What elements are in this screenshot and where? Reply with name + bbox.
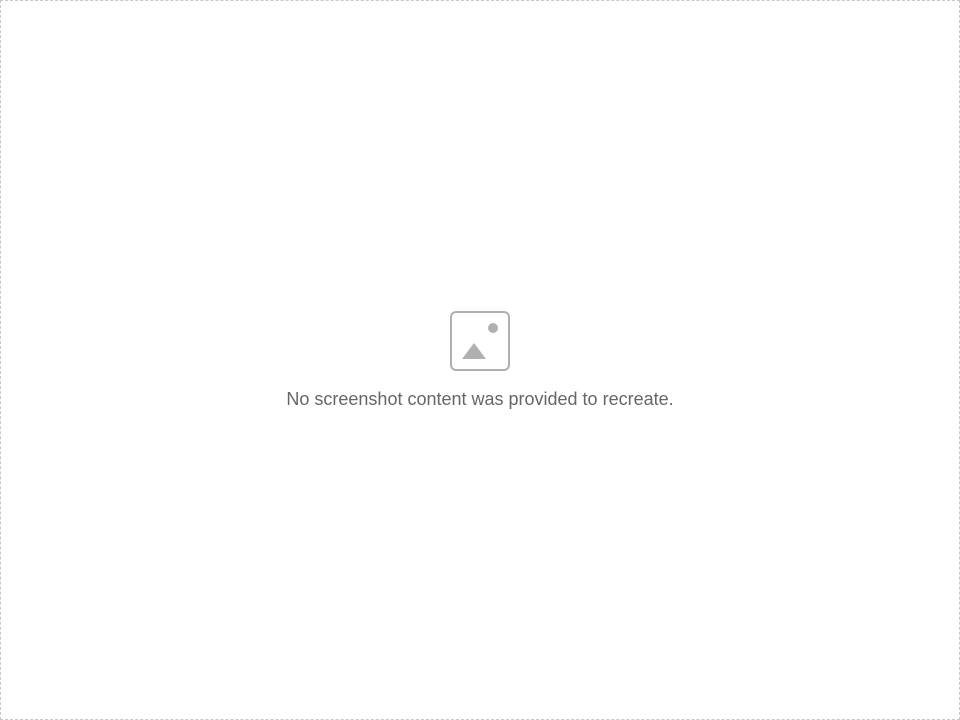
- missing-image-icon: [450, 310, 510, 371]
- missing-image-notice: No screenshot content was provided to re…: [286, 388, 674, 409]
